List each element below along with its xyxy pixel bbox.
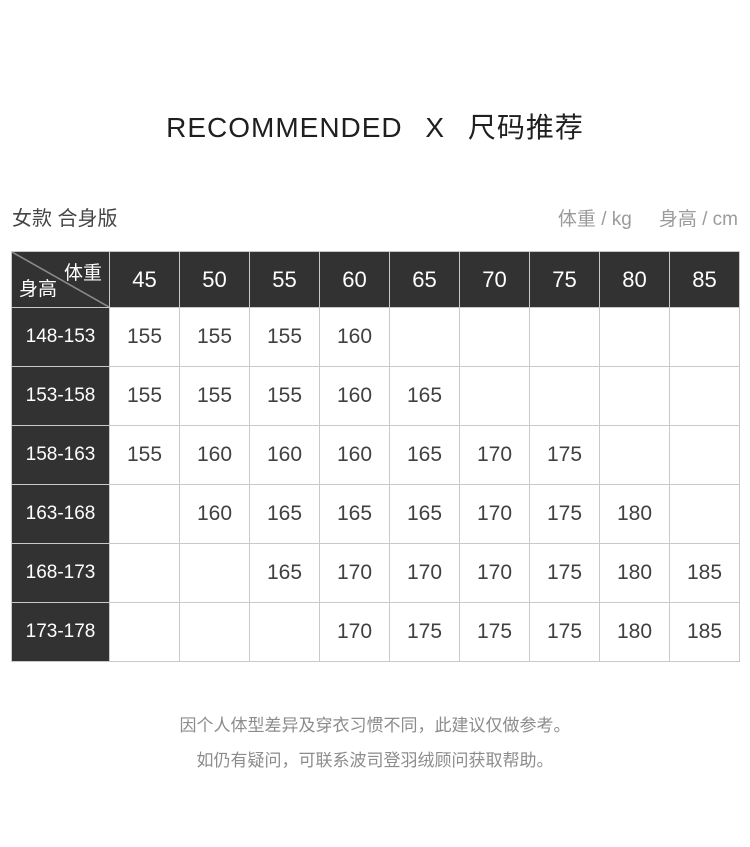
column-header-55: 55 — [249, 251, 320, 308]
disclaimer-line-1: 因个人体型差异及穿衣习惯不同，此建议仅做参考。 — [179, 716, 571, 735]
size-cell: 155 — [109, 425, 180, 485]
size-cell — [179, 543, 250, 603]
size-cell — [179, 602, 250, 662]
subheader: 女款 合身版 体重 / kg 身高 / cm — [0, 202, 750, 231]
corner-height-label: 身高 — [19, 279, 58, 300]
height-unit-label: 身高 / cm — [658, 209, 738, 230]
column-header-80: 80 — [599, 251, 670, 308]
size-cell: 175 — [529, 543, 600, 603]
size-cell: 170 — [319, 602, 390, 662]
size-cell: 155 — [249, 307, 320, 367]
table-row: 163-168 160 165 165 165 170 175 180 — [11, 484, 740, 544]
size-cell — [249, 602, 320, 662]
size-cell: 160 — [179, 425, 250, 485]
size-cell — [109, 484, 180, 544]
weight-unit-label: 体重 / kg — [557, 209, 632, 230]
size-cell: 165 — [319, 484, 390, 544]
size-cell: 165 — [389, 425, 460, 485]
size-cell: 175 — [459, 602, 530, 662]
column-header-65: 65 — [389, 251, 460, 308]
table-header-row: 体重 身高 45 50 55 60 65 70 75 80 85 — [11, 251, 740, 308]
size-cell — [599, 307, 670, 367]
disclaimer: 因个人体型差异及穿衣习惯不同，此建议仅做参考。 如仍有疑问，可联系波司登羽绒顾问… — [0, 708, 750, 778]
size-cell: 175 — [529, 602, 600, 662]
corner-cell: 体重 身高 — [11, 251, 110, 308]
size-cell: 155 — [109, 307, 180, 367]
row-label: 153-158 — [11, 366, 110, 426]
row-label: 173-178 — [11, 602, 110, 662]
size-cell — [599, 366, 670, 426]
size-cell — [389, 307, 460, 367]
size-cell: 170 — [319, 543, 390, 603]
disclaimer-line-2: 如仍有疑问，可联系波司登羽绒顾问获取帮助。 — [196, 751, 554, 770]
page-title: RECOMMENDED X 尺码推荐 — [166, 112, 584, 143]
row-label: 163-168 — [11, 484, 110, 544]
size-cell: 160 — [319, 307, 390, 367]
column-header-45: 45 — [109, 251, 180, 308]
size-cell — [599, 425, 670, 485]
size-cell — [669, 366, 740, 426]
size-cell: 170 — [389, 543, 460, 603]
size-cell: 170 — [459, 425, 530, 485]
size-cell: 155 — [179, 366, 250, 426]
table-row: 153-158 155 155 155 160 165 — [11, 366, 740, 426]
size-cell: 160 — [319, 425, 390, 485]
size-cell: 160 — [249, 425, 320, 485]
size-cell: 185 — [669, 602, 740, 662]
row-label: 158-163 — [11, 425, 110, 485]
size-cell: 175 — [529, 425, 600, 485]
size-cell — [529, 307, 600, 367]
size-cell: 165 — [249, 543, 320, 603]
table-row: 168-173 165 170 170 170 175 180 185 — [11, 543, 740, 603]
size-cell: 180 — [599, 484, 670, 544]
size-cell: 180 — [599, 602, 670, 662]
size-cell: 155 — [249, 366, 320, 426]
table-row: 148-153 155 155 155 160 — [11, 307, 740, 367]
row-label: 148-153 — [11, 307, 110, 367]
table-row: 158-163 155 160 160 160 165 170 175 — [11, 425, 740, 485]
variant-label: 女款 合身版 — [12, 208, 118, 230]
size-cell — [459, 366, 530, 426]
table-row: 173-178 170 175 175 175 180 185 — [11, 602, 740, 662]
column-header-75: 75 — [529, 251, 600, 308]
size-cell: 170 — [459, 484, 530, 544]
size-cell: 165 — [389, 366, 460, 426]
size-cell: 170 — [459, 543, 530, 603]
size-cell — [529, 366, 600, 426]
column-header-70: 70 — [459, 251, 530, 308]
column-header-50: 50 — [179, 251, 250, 308]
diagonal-line-icon — [12, 252, 109, 307]
size-cell — [459, 307, 530, 367]
size-table: 体重 身高 45 50 55 60 65 70 75 80 85 148-153… — [11, 251, 740, 662]
row-label: 168-173 — [11, 543, 110, 603]
size-cell: 160 — [179, 484, 250, 544]
size-cell: 155 — [109, 366, 180, 426]
size-cell: 160 — [319, 366, 390, 426]
column-header-60: 60 — [319, 251, 390, 308]
size-cell — [669, 425, 740, 485]
size-cell: 175 — [389, 602, 460, 662]
size-cell: 185 — [669, 543, 740, 603]
size-cell: 175 — [529, 484, 600, 544]
size-cell — [669, 484, 740, 544]
size-cell: 155 — [179, 307, 250, 367]
size-cell: 180 — [599, 543, 670, 603]
size-cell: 165 — [249, 484, 320, 544]
size-cell — [669, 307, 740, 367]
size-cell — [109, 602, 180, 662]
column-header-85: 85 — [669, 251, 740, 308]
unit-labels: 体重 / kg 身高 / cm — [558, 204, 738, 231]
size-cell: 165 — [389, 484, 460, 544]
corner-weight-label: 体重 — [63, 263, 102, 284]
size-cell — [109, 543, 180, 603]
